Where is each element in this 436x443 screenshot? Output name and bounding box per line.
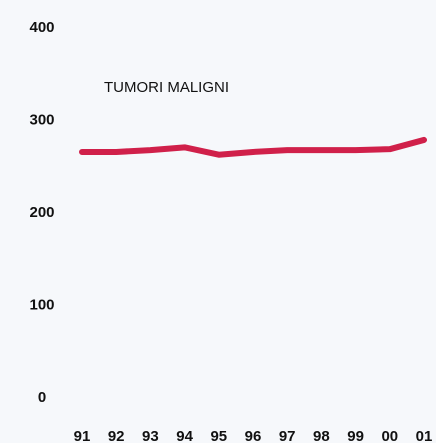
y-tick-label: 400 (29, 19, 54, 36)
x-tick-label: 00 (381, 428, 398, 443)
x-tick-label: 91 (74, 428, 91, 443)
x-tick-label: 96 (245, 428, 262, 443)
x-tick-label: 01 (416, 428, 433, 443)
line-series (79, 136, 427, 158)
chart-annotation: TUMORI MALIGNI (104, 79, 229, 96)
x-tick-label: 97 (279, 428, 296, 443)
x-tick-label: 99 (347, 428, 364, 443)
y-tick-label: 300 (29, 111, 54, 128)
y-tick-label: 200 (29, 204, 54, 221)
x-tick-label: 95 (210, 428, 227, 443)
x-tick-label: 92 (108, 428, 125, 443)
x-tick-label: 94 (176, 428, 193, 443)
x-tick-label: 98 (313, 428, 330, 443)
y-tick-label: 0 (38, 389, 46, 406)
x-tick-label: 93 (142, 428, 159, 443)
y-tick-label: 100 (29, 296, 54, 313)
